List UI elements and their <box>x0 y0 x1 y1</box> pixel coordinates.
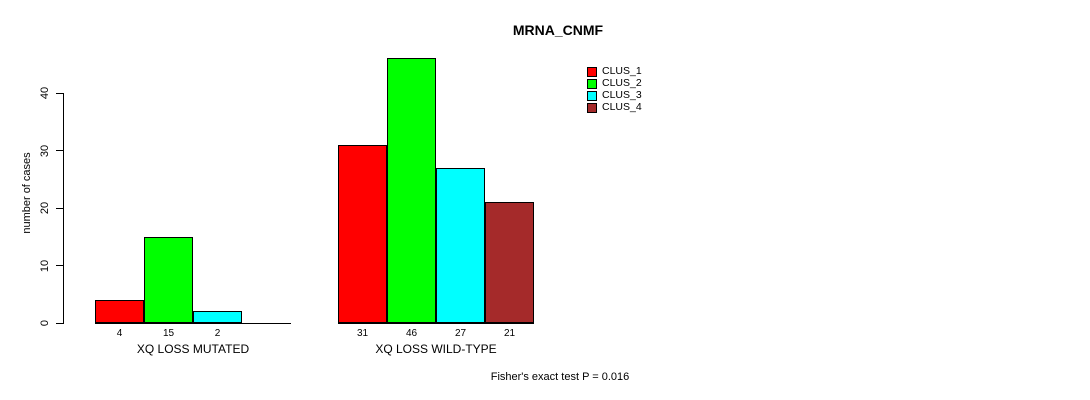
bar-value-label: 21 <box>503 328 516 339</box>
bar-clus_2-2 <box>387 58 436 323</box>
bar-clus_1-1 <box>95 300 144 323</box>
legend-item: CLUS_3 <box>587 90 642 101</box>
legend-label: CLUS_2 <box>602 77 642 89</box>
legend-label: CLUS_4 <box>602 101 642 113</box>
y-axis-line <box>63 93 64 324</box>
legend-label: CLUS_1 <box>602 65 642 77</box>
legend-item: CLUS_1 <box>587 66 642 77</box>
legend: CLUS_1 CLUS_2 CLUS_3 CLUS_4 <box>587 66 642 114</box>
legend-swatch-clus_2 <box>587 78 597 89</box>
legend-swatch-clus_3 <box>587 90 597 101</box>
legend-swatch-clus_4 <box>587 102 597 113</box>
bar-value-label: 15 <box>162 328 175 339</box>
y-axis-tick-label: 10 <box>39 259 51 272</box>
bar-clus_1-2 <box>338 145 387 323</box>
y-axis-tick <box>56 207 63 209</box>
y-axis-tick <box>56 265 63 266</box>
bar-clus_2-1 <box>144 237 193 323</box>
y-axis-tick <box>56 92 63 94</box>
legend-item: CLUS_2 <box>587 78 642 89</box>
bar-value-label: 27 <box>454 328 467 339</box>
y-axis-tick <box>56 150 63 151</box>
bar-clus_3-1 <box>193 311 242 323</box>
y-axis-tick-label: 0 <box>39 319 51 327</box>
y-axis-tick-label: 20 <box>39 201 51 215</box>
bar-value-label: 2 <box>214 328 221 339</box>
bar-clus_4-2 <box>485 202 534 323</box>
y-axis-label: number of cases <box>21 152 33 234</box>
chart-title: MRNA_CNMF <box>512 22 604 38</box>
legend-item: CLUS_4 <box>587 102 642 113</box>
category-label: XQ LOSS WILD-TYPE <box>375 342 497 356</box>
group-baseline <box>338 323 534 324</box>
bar-value-label: 31 <box>356 328 369 339</box>
y-axis-tick-label: 30 <box>39 144 51 157</box>
y-axis-tick-label: 40 <box>39 86 51 100</box>
bar-clus_3-2 <box>436 168 485 323</box>
bar-value-label: 46 <box>405 328 418 339</box>
fisher-test-annotation: Fisher's exact test P = 0.016 <box>490 371 630 383</box>
category-label: XQ LOSS MUTATED <box>136 342 250 356</box>
group-baseline <box>95 323 291 324</box>
y-axis-tick <box>56 322 63 324</box>
bar-value-label: 4 <box>116 328 123 339</box>
legend-label: CLUS_3 <box>602 89 642 101</box>
legend-swatch-clus_1 <box>587 66 597 77</box>
